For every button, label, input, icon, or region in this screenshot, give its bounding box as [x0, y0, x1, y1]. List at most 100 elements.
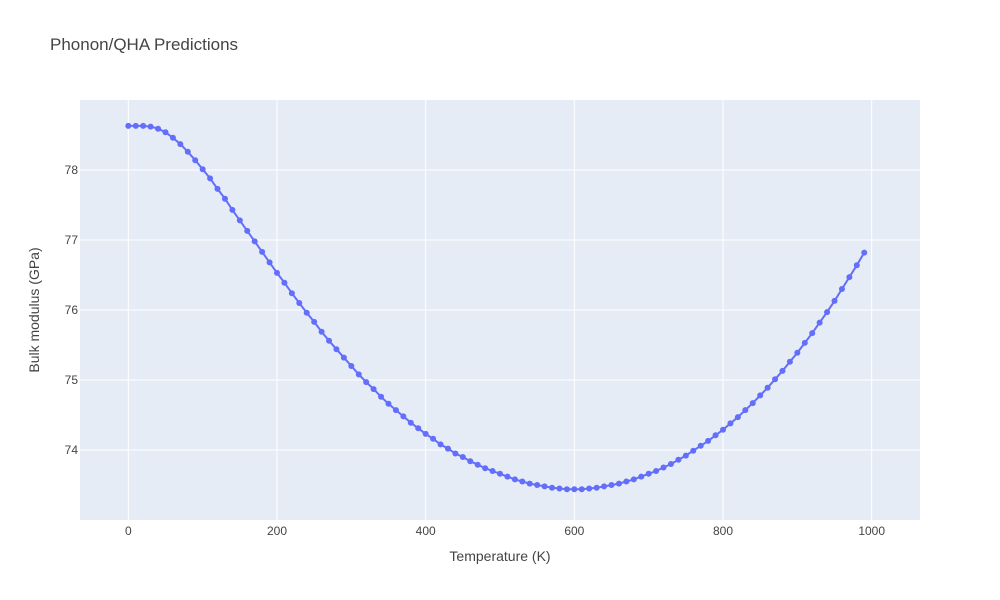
- data-point[interactable]: [816, 319, 823, 326]
- data-point[interactable]: [266, 259, 273, 266]
- data-point[interactable]: [311, 318, 318, 325]
- data-point[interactable]: [653, 468, 660, 474]
- data-point[interactable]: [370, 386, 377, 393]
- data-point[interactable]: [824, 309, 831, 316]
- data-point[interactable]: [415, 425, 422, 432]
- data-point[interactable]: [407, 419, 414, 426]
- data-point[interactable]: [667, 461, 674, 467]
- data-point[interactable]: [623, 478, 630, 485]
- data-point[interactable]: [705, 437, 712, 444]
- data-point[interactable]: [474, 461, 481, 468]
- data-point[interactable]: [772, 376, 779, 383]
- data-point[interactable]: [593, 484, 600, 491]
- data-point[interactable]: [764, 384, 771, 391]
- data-point[interactable]: [712, 432, 719, 439]
- data-point[interactable]: [147, 123, 154, 130]
- data-point[interactable]: [519, 478, 526, 485]
- data-point[interactable]: [326, 337, 333, 344]
- data-point[interactable]: [229, 206, 236, 213]
- data-point[interactable]: [615, 480, 622, 487]
- data-point[interactable]: [608, 482, 615, 488]
- data-point[interactable]: [169, 134, 176, 141]
- data-point[interactable]: [430, 435, 437, 442]
- data-point[interactable]: [526, 480, 533, 487]
- data-point[interactable]: [638, 473, 645, 480]
- data-point[interactable]: [482, 465, 489, 472]
- data-point[interactable]: [459, 454, 466, 460]
- data-point[interactable]: [794, 349, 801, 356]
- data-point[interactable]: [831, 297, 838, 304]
- data-point[interactable]: [779, 367, 786, 374]
- data-point[interactable]: [392, 407, 399, 414]
- data-point[interactable]: [155, 125, 162, 132]
- data-point[interactable]: [727, 420, 734, 427]
- data-point[interactable]: [809, 330, 816, 337]
- data-point[interactable]: [697, 442, 704, 449]
- data-point[interactable]: [801, 339, 808, 346]
- data-point[interactable]: [504, 473, 511, 480]
- data-point[interactable]: [184, 148, 191, 155]
- data-point[interactable]: [786, 358, 793, 365]
- data-point[interactable]: [422, 430, 429, 437]
- data-point[interactable]: [563, 486, 570, 493]
- data-point[interactable]: [132, 122, 139, 129]
- data-point[interactable]: [511, 476, 518, 483]
- data-point[interactable]: [236, 217, 243, 224]
- data-point[interactable]: [675, 456, 682, 463]
- data-point[interactable]: [452, 450, 459, 457]
- data-point[interactable]: [437, 441, 444, 448]
- data-point[interactable]: [444, 445, 451, 452]
- data-point[interactable]: [288, 290, 295, 297]
- data-point[interactable]: [355, 371, 362, 378]
- data-point[interactable]: [348, 363, 355, 369]
- data-point[interactable]: [846, 274, 853, 281]
- data-point[interactable]: [162, 129, 169, 136]
- data-point[interactable]: [720, 426, 727, 433]
- data-point[interactable]: [497, 470, 503, 477]
- data-point[interactable]: [853, 262, 860, 269]
- data-point[interactable]: [749, 400, 756, 407]
- data-point[interactable]: [296, 300, 303, 306]
- data-point[interactable]: [363, 379, 370, 386]
- data-point[interactable]: [251, 238, 258, 245]
- data-point[interactable]: [177, 141, 184, 148]
- data-point[interactable]: [333, 346, 340, 353]
- data-point[interactable]: [838, 286, 845, 292]
- data-point[interactable]: [660, 464, 667, 471]
- data-point[interactable]: [734, 414, 741, 421]
- data-point[interactable]: [221, 195, 228, 202]
- data-point[interactable]: [318, 328, 325, 335]
- data-point[interactable]: [125, 122, 132, 129]
- data-point[interactable]: [207, 175, 214, 182]
- data-point[interactable]: [244, 227, 251, 234]
- data-point[interactable]: [556, 485, 563, 492]
- data-point[interactable]: [400, 413, 407, 420]
- data-point[interactable]: [541, 483, 548, 490]
- data-point[interactable]: [303, 309, 310, 316]
- data-point[interactable]: [273, 269, 280, 276]
- data-point[interactable]: [378, 393, 385, 400]
- data-point[interactable]: [682, 452, 689, 459]
- data-point[interactable]: [571, 486, 578, 493]
- data-point[interactable]: [199, 166, 206, 173]
- data-point[interactable]: [861, 249, 868, 256]
- data-point[interactable]: [645, 470, 652, 477]
- data-point[interactable]: [385, 400, 392, 407]
- data-point[interactable]: [214, 185, 221, 192]
- data-point[interactable]: [630, 476, 637, 483]
- data-point[interactable]: [757, 392, 764, 399]
- data-point[interactable]: [489, 468, 496, 474]
- data-point[interactable]: [192, 157, 199, 164]
- data-point[interactable]: [690, 447, 697, 454]
- data-point[interactable]: [586, 485, 593, 492]
- data-point[interactable]: [601, 483, 608, 490]
- data-point[interactable]: [742, 407, 749, 414]
- data-point[interactable]: [467, 458, 474, 465]
- data-point[interactable]: [578, 486, 585, 493]
- data-point[interactable]: [281, 279, 288, 286]
- data-point[interactable]: [534, 482, 541, 488]
- data-point[interactable]: [340, 354, 347, 361]
- data-point[interactable]: [259, 248, 266, 255]
- data-point[interactable]: [140, 122, 147, 129]
- data-point[interactable]: [549, 484, 556, 491]
